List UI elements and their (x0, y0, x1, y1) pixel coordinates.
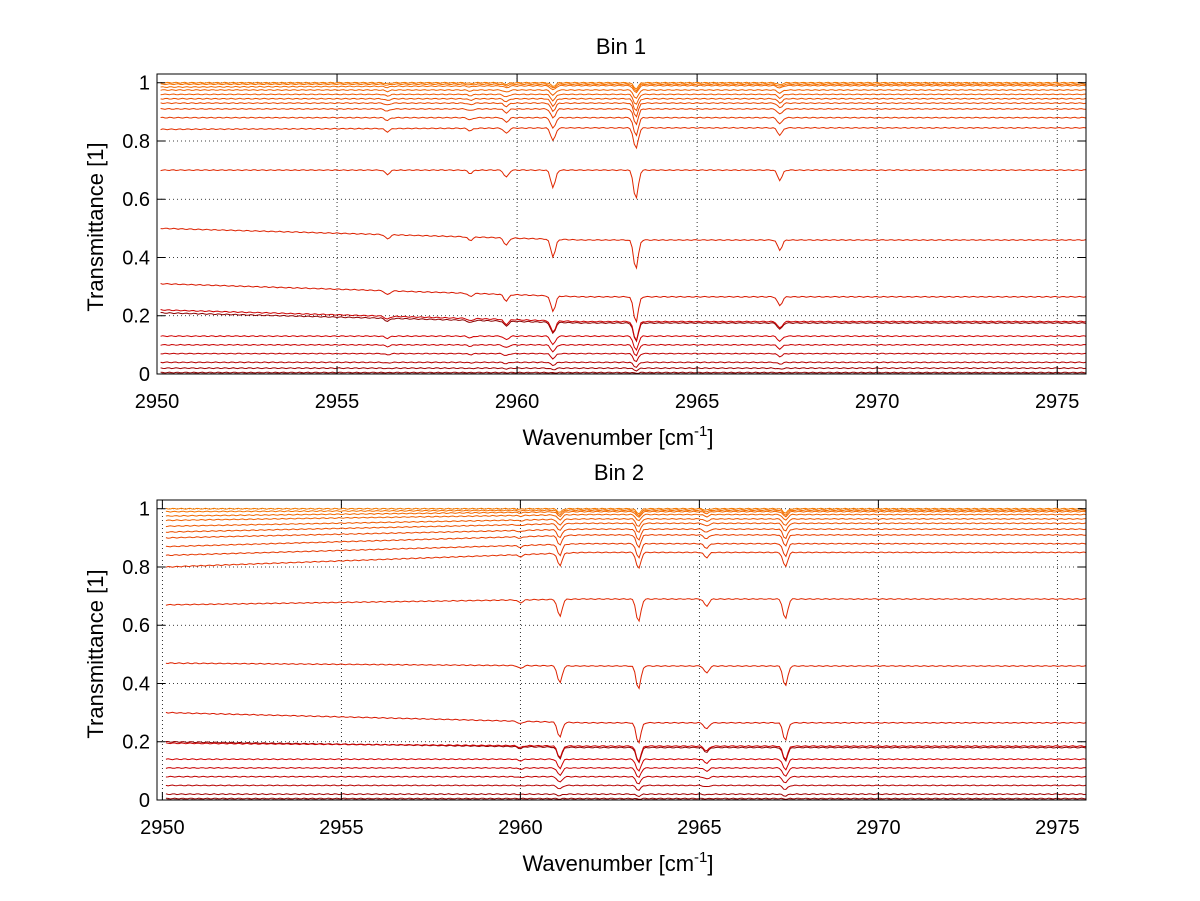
series-line (165, 758, 1087, 772)
x-tick-label: 2970 (856, 817, 901, 839)
series-line (165, 533, 1087, 549)
series-line (160, 89, 1087, 99)
x-tick-label: 2950 (140, 817, 185, 839)
y-tick-labels: 0 0.2 0.4 0.6 0.8 1 (122, 73, 150, 386)
y-tick-label: 0 (139, 364, 150, 386)
series-line (165, 598, 1086, 623)
series-line (165, 742, 1087, 763)
x-tick-label: 2970 (855, 391, 900, 413)
x-tick-label: 2975 (1035, 817, 1080, 839)
series-lines (160, 81, 1087, 375)
series-line (165, 662, 1087, 690)
y-tick-label: 0.6 (122, 189, 150, 211)
series-line (160, 361, 1087, 368)
x-tick-label: 2975 (1035, 391, 1080, 413)
x-tick-label: 2960 (495, 391, 540, 413)
series-line (165, 542, 1087, 559)
y-axis-label: Transmittance [1] (83, 569, 108, 738)
series-line (165, 784, 1087, 792)
series-lines (165, 507, 1087, 801)
x-tick-label: 2950 (135, 391, 180, 413)
grid-lines (156, 74, 1086, 375)
series-line (160, 97, 1087, 112)
y-tick-label: 0.2 (122, 732, 150, 754)
y-axis-label: Transmittance [1] (83, 142, 108, 311)
series-line (160, 343, 1087, 357)
series-line (165, 528, 1087, 541)
x-tick-label: 2960 (498, 817, 543, 839)
series-line (160, 84, 1087, 94)
x-tick-label: 2955 (315, 391, 360, 413)
series-line (160, 367, 1087, 372)
series-line (160, 282, 1087, 324)
series-line (160, 81, 1087, 90)
x-tick-label: 2965 (677, 817, 722, 839)
series-line (165, 793, 1087, 798)
x-tick-label: 2955 (319, 817, 364, 839)
chart-title: Bin 2 (594, 460, 644, 485)
series-line (160, 107, 1087, 126)
series-line (160, 312, 1087, 343)
tick-marks (157, 500, 1086, 801)
x-axis-label: Wavenumber [cm-1] (522, 849, 713, 876)
y-tick-label: 0.2 (122, 306, 150, 328)
series-line (165, 775, 1087, 785)
series-line (160, 227, 1087, 270)
series-line (165, 510, 1087, 518)
series-line (160, 335, 1087, 352)
tick-marks (156, 74, 1086, 375)
series-line (160, 352, 1087, 363)
x-tick-label: 2965 (675, 391, 720, 413)
y-tick-label: 0.4 (122, 673, 150, 695)
y-tick-label: 1 (139, 499, 150, 521)
series-line (160, 371, 1087, 374)
series-line (165, 766, 1087, 779)
plot-frame (156, 499, 1087, 801)
series-line (160, 309, 1087, 342)
series-line (160, 126, 1087, 150)
y-tick-label: 1 (139, 73, 150, 95)
series-line (160, 169, 1086, 200)
chart-panel-bin-2: Bin 2 2950 2955 2960 2965 2970 2975 0 0.2 0.4 0.… (83, 460, 1087, 876)
series-line (160, 102, 1087, 118)
y-tick-label: 0 (139, 790, 150, 812)
series-line (165, 797, 1087, 800)
y-tick-labels: 0 0.2 0.4 0.6 0.8 1 (122, 499, 150, 812)
series-line (165, 509, 1087, 517)
y-tick-label: 0.8 (122, 557, 150, 579)
x-axis-label: Wavenumber [cm-1] (522, 423, 713, 450)
series-line (160, 116, 1087, 137)
series-line (165, 513, 1087, 522)
y-tick-label: 0.4 (122, 247, 150, 269)
series-line (165, 551, 1087, 570)
y-tick-label: 0.6 (122, 615, 150, 637)
chart-title: Bin 1 (596, 34, 646, 59)
series-line (160, 93, 1087, 105)
series-line (165, 522, 1087, 534)
x-tick-labels: 2950 2955 2960 2965 2970 2975 (135, 391, 1080, 413)
chart-panel-bin-1: Bin 1 2950 2955 2960 2965 2970 2975 0 0.2 0.4 0.… (83, 34, 1087, 450)
x-tick-labels: 2950 2955 2960 2965 2970 2975 (140, 817, 1079, 839)
grid-lines (157, 500, 1086, 801)
plot-frame (156, 73, 1087, 375)
series-line (165, 711, 1087, 745)
series-line (165, 507, 1087, 515)
y-tick-label: 0.8 (122, 131, 150, 153)
series-line (165, 517, 1087, 528)
series-line (160, 83, 1087, 92)
